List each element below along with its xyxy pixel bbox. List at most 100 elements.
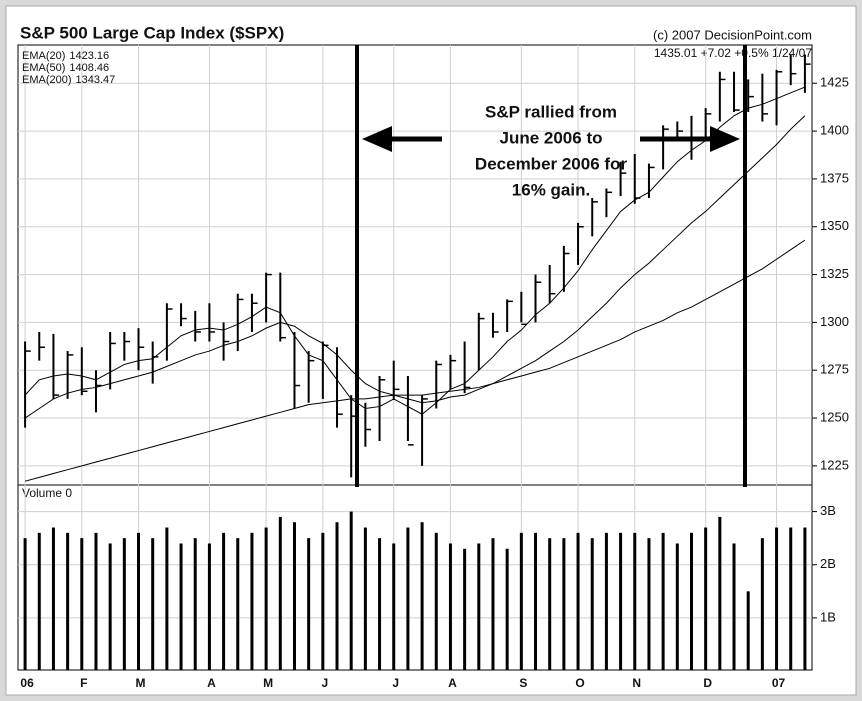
volume-bar: [463, 548, 467, 670]
volume-bar: [165, 527, 169, 670]
volume-bar: [548, 538, 552, 670]
marks: [23, 54, 811, 670]
volume-bar: [760, 538, 764, 670]
legend-value: 1408.46: [69, 62, 109, 74]
volume-bar: [689, 532, 693, 670]
volume-bar: [505, 548, 509, 670]
x-tick-label: 06: [20, 676, 34, 690]
y-tick-label: 1300: [820, 314, 849, 329]
volume-bar: [775, 527, 779, 670]
volume-bar: [647, 538, 651, 670]
volume-bar: [576, 532, 580, 670]
annotation-markers: [355, 45, 747, 487]
x-tick-label: A: [448, 676, 457, 690]
volume-bar: [675, 543, 679, 670]
chart-title: S&P 500 Large Cap Index ($SPX): [20, 23, 284, 42]
annotation: S&P rallied from June 2006 to December 200…: [475, 102, 628, 199]
y-tick-label: 1375: [820, 170, 849, 185]
volume-bar: [477, 543, 481, 670]
volume-bar: [434, 532, 438, 670]
volume-bar: [534, 532, 538, 670]
volume-bar: [80, 538, 84, 670]
legend-entry: EMA(50) 1408.46: [22, 62, 109, 74]
ema-line: [24, 115, 806, 419]
volume-bar: [264, 527, 268, 670]
volume-bar: [590, 538, 594, 670]
y-tick-label: 2B: [820, 556, 836, 571]
y-tick-label: 3B: [820, 503, 836, 518]
volume-bar: [23, 538, 27, 670]
volume-bar: [321, 532, 325, 670]
volume-bar: [732, 543, 736, 670]
x-tick-label: S: [519, 676, 527, 690]
legend-name: EMA(20): [22, 50, 65, 62]
volume-bar: [207, 543, 211, 670]
volume-bar: [335, 522, 339, 670]
volume-bar: [718, 516, 722, 670]
volume-bar: [108, 543, 112, 670]
volume-bar: [491, 538, 495, 670]
legend-value: 1343.47: [76, 74, 116, 86]
volume-bar: [250, 532, 254, 670]
y-tick-label: 1350: [820, 218, 849, 233]
y-tick-label: 1B: [820, 609, 836, 624]
x-tick-label: F: [80, 676, 87, 690]
volume-bar: [236, 538, 240, 670]
volume-bar: [392, 543, 396, 670]
legend-entry: EMA(200) 1343.47: [22, 74, 115, 86]
volume-bar: [420, 522, 424, 670]
legend-name: EMA(200): [22, 74, 72, 86]
x-tick-label: 07: [772, 676, 786, 690]
volume-bar: [151, 538, 155, 670]
x-tick-label: A: [207, 676, 216, 690]
volume-bar: [137, 532, 141, 670]
volume-bar: [193, 538, 197, 670]
x-tick-label: O: [575, 676, 584, 690]
volume-bar: [378, 538, 382, 670]
ema-line: [24, 86, 806, 415]
volume-bar: [661, 532, 665, 670]
legend-name: EMA(50): [22, 62, 65, 74]
volume-bar: [746, 591, 750, 670]
annotation-line: 16% gain.: [512, 180, 590, 199]
volume-bar: [619, 532, 623, 670]
x-tick-label: J: [321, 676, 328, 690]
volume-bar: [349, 511, 353, 670]
arrow-head: [362, 126, 392, 152]
volume-bar: [789, 527, 793, 670]
quote: 1435.01 +7.02 +0.5% 1/24/07: [654, 46, 812, 60]
volume-bar: [448, 543, 452, 670]
legend-entry: EMA(20) 1423.16: [22, 50, 109, 62]
volume-bar: [562, 538, 566, 670]
annotation-line: June 2006 to: [500, 128, 603, 147]
volume-bar: [292, 522, 296, 670]
chart-background: [5, 5, 857, 696]
y-tick-label: 1425: [820, 75, 849, 90]
volume-bar: [179, 543, 183, 670]
y-tick-label: 1400: [820, 123, 849, 138]
volume-bar: [704, 527, 708, 670]
legend-value: 1423.16: [69, 50, 109, 62]
y-tick-label: 1325: [820, 266, 849, 281]
volume-bar: [519, 532, 523, 670]
x-tick-label: M: [136, 676, 146, 690]
arrow-head: [710, 126, 740, 152]
volume-bar: [633, 532, 637, 670]
plot-frame: [17, 44, 813, 671]
y-tick-label: 1225: [820, 457, 849, 472]
ema-line: [24, 239, 806, 482]
x-tick-label: M: [263, 676, 273, 690]
volume-label: Volume 0: [22, 486, 72, 500]
volume-bar: [803, 527, 807, 670]
volume-bar: [604, 532, 608, 670]
x-tick-label: J: [392, 676, 399, 690]
volume-bar: [222, 532, 226, 670]
volume-bar: [51, 527, 55, 670]
volume-bar: [94, 532, 98, 670]
y-tick-label: 1250: [820, 409, 849, 424]
volume-bar: [122, 538, 126, 670]
volume-bar: [66, 532, 70, 670]
x-tick-label: D: [703, 676, 712, 690]
